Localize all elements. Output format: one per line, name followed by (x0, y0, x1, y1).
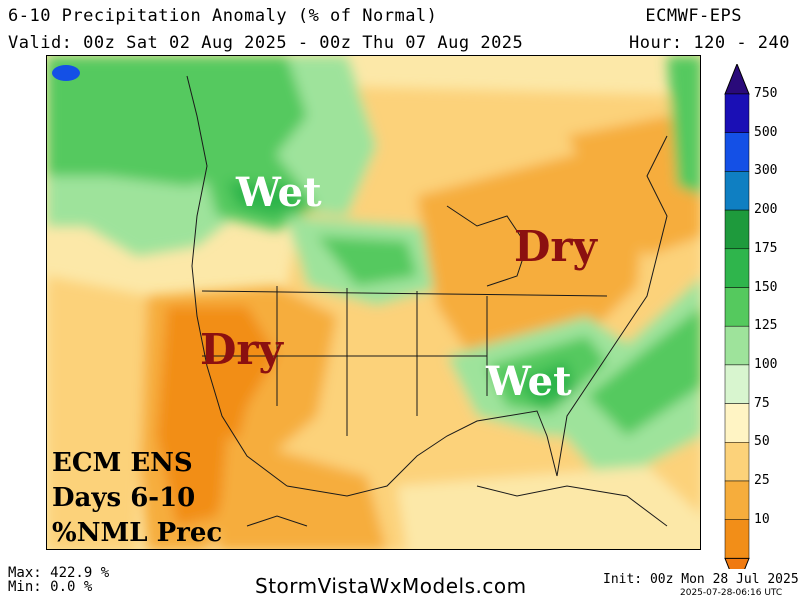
ensemble-label-line: Days 6-10 (52, 483, 196, 513)
legend-arrow-bottom (724, 557, 750, 569)
legend-swatch-175 (724, 248, 750, 288)
annotation-wet-northwest: Wet (236, 169, 322, 216)
legend-swatch-300 (724, 171, 750, 211)
init-time: Init: 00z Mon 28 Jul 2025 (603, 572, 799, 587)
annotation-dry-southwest: Dry (200, 325, 283, 374)
valid-period: Valid: 00z Sat 02 Aug 2025 - 00z Thu 07 … (8, 33, 524, 53)
annotation-wet-southeast: Wet (486, 358, 572, 405)
legend-swatch-10 (724, 519, 750, 559)
legend-label-125: 125 (754, 318, 778, 334)
max-min-values: Max: 422.9 % Min: 0.0 % (8, 566, 109, 594)
precip-anomaly-map (46, 55, 701, 550)
legend-label-10: 10 (754, 511, 770, 527)
model-name: ECMWF-EPS (645, 6, 742, 26)
annotation-dry-northeast: Dry (514, 222, 597, 271)
legend-label-175: 175 (754, 240, 778, 256)
legend-swatch-500 (724, 132, 750, 172)
min-value: Min: 0.0 % (8, 579, 93, 595)
legend-swatch-50 (724, 442, 750, 482)
map-canvas (47, 56, 700, 549)
legend-label-75: 75 (754, 395, 770, 411)
legend-label-200: 200 (754, 202, 778, 218)
map-title: 6-10 Precipitation Anomaly (% of Normal) (8, 6, 438, 26)
legend-arrow-top (724, 64, 750, 95)
color-legend-bar (724, 64, 750, 569)
site-watermark: StormVistaWxModels.com (255, 574, 527, 598)
legend-swatch-125 (724, 325, 750, 366)
legend-swatch-100 (724, 364, 750, 404)
legend-swatch-200 (724, 209, 750, 250)
legend-label-25: 25 (754, 473, 770, 488)
legend-label-150: 150 (754, 279, 778, 295)
ensemble-label-line: %NML Prec (52, 518, 223, 548)
legend-swatch-25 (724, 480, 750, 520)
ensemble-label: ECM ENS Days 6-10 %NML Prec (52, 446, 222, 551)
legend-label-100: 100 (754, 356, 778, 372)
ensemble-label-line: ECM ENS (52, 448, 193, 478)
legend-label-50: 50 (754, 434, 770, 450)
render-timestamp: 2025-07-28-06:16 UTC (680, 588, 783, 598)
legend-swatch-150 (724, 287, 750, 327)
forecast-hours: Hour: 120 - 240 (628, 33, 790, 53)
max-value: Max: 422.9 % (8, 565, 110, 581)
legend-swatch-750 (724, 93, 750, 133)
legend-label-500: 500 (754, 124, 778, 140)
legend-swatch-75 (724, 403, 750, 443)
legend-label-300: 300 (754, 163, 778, 179)
legend-label-750: 750 (754, 86, 778, 101)
